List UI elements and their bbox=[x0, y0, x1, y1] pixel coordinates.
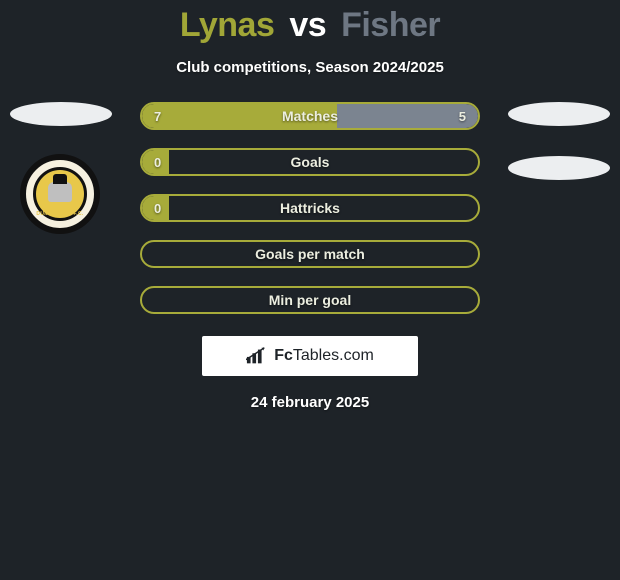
player1-name: Lynas bbox=[180, 6, 275, 44]
avatar-placeholder-right-2 bbox=[508, 156, 610, 180]
stat-bar: Goals0 bbox=[140, 148, 480, 176]
stat-label: Hattricks bbox=[142, 200, 478, 216]
stat-bar: Min per goal bbox=[140, 286, 480, 314]
stat-bar: Hattricks0 bbox=[140, 194, 480, 222]
vs-text: vs bbox=[289, 6, 326, 44]
stat-bar: Goals per match bbox=[140, 240, 480, 268]
stat-bar: Matches7 5 bbox=[140, 102, 480, 130]
stat-label: Goals per match bbox=[142, 246, 478, 262]
brand-text: FcTables.com bbox=[274, 347, 374, 365]
stat-value-right: 5 bbox=[459, 109, 466, 124]
stat-label: Goals bbox=[142, 154, 478, 170]
stat-value-left: 7 bbox=[154, 109, 161, 124]
subtitle: Club competitions, Season 2024/2025 bbox=[0, 59, 620, 76]
brand-suffix: Tables.com bbox=[293, 347, 374, 364]
stat-value-left: 0 bbox=[154, 201, 161, 216]
stat-label: Matches bbox=[142, 108, 478, 124]
bar-chart-icon bbox=[246, 347, 268, 365]
stats-area: DUMBARTON F.C. Matches75Goals0Hattricks0… bbox=[0, 102, 620, 314]
crest-ring-text: DUMBARTON F.C. bbox=[36, 211, 83, 217]
stat-label: Min per goal bbox=[142, 292, 478, 308]
player2-name: Fisher bbox=[341, 6, 440, 44]
stat-value-left: 0 bbox=[154, 155, 161, 170]
brand-prefix: Fc bbox=[274, 347, 293, 364]
page-title: Lynas vs Fisher bbox=[0, 6, 620, 45]
comparison-card: Lynas vs Fisher Club competitions, Seaso… bbox=[0, 0, 620, 411]
club-crest-left: DUMBARTON F.C. bbox=[20, 154, 100, 234]
avatar-placeholder-left bbox=[10, 102, 112, 126]
fctables-logo: FcTables.com bbox=[202, 336, 418, 376]
stat-bars: Matches75Goals0Hattricks0Goals per match… bbox=[140, 102, 480, 314]
date-text: 24 february 2025 bbox=[0, 394, 620, 411]
avatar-placeholder-right-1 bbox=[508, 102, 610, 126]
crest-inner: DUMBARTON F.C. bbox=[33, 167, 87, 221]
